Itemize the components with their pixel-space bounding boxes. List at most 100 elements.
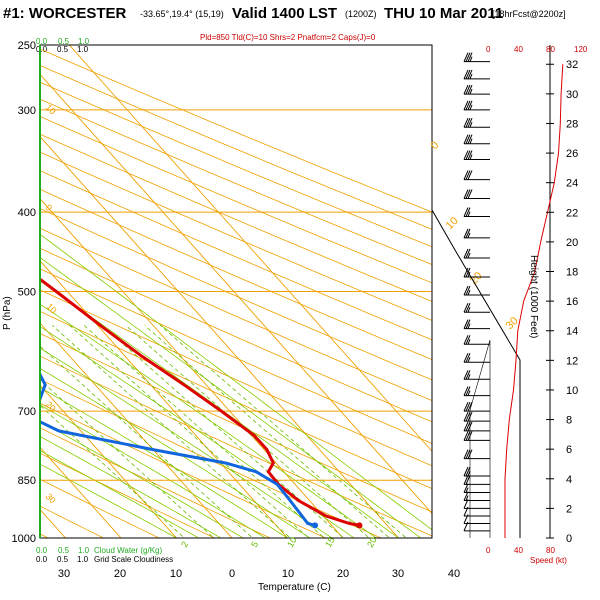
wind-barb-flag <box>463 353 469 363</box>
cloud-legend-top-1: 0.5 <box>58 37 70 46</box>
pressure-tick-label: 250 <box>18 40 36 52</box>
wind-barb-flag <box>465 319 471 329</box>
wind-barb <box>463 449 490 460</box>
wind-barb <box>463 52 490 63</box>
wind-barb-flag <box>467 52 473 62</box>
mixing-ratio-line <box>144 325 391 538</box>
height-tick-label: 6 <box>566 444 572 456</box>
moist-adiabat-line <box>40 347 333 538</box>
moist-adiabat-line <box>40 303 377 538</box>
wind-barb-flag <box>465 52 471 62</box>
wind-barb-flag <box>463 228 469 239</box>
wind-barb <box>463 370 490 380</box>
temperature-tick-label: 0 <box>229 568 235 580</box>
wind-barb <box>463 69 490 80</box>
surface-dewpoint-marker <box>312 522 319 529</box>
temperature-tick-label: 10 <box>170 568 182 580</box>
temperature-tick-label: 20 <box>337 568 349 580</box>
mixing-ratio-label: 2 <box>179 540 190 549</box>
wind-barb <box>463 431 490 441</box>
wind-barb-flag <box>465 84 471 95</box>
wind-barb <box>463 386 490 397</box>
wind-barb-flag <box>463 386 469 396</box>
speed-bot-2: 80 <box>546 546 555 555</box>
mixing-ratio-label: 20 <box>365 535 379 549</box>
moist-adiabat-line <box>40 436 222 538</box>
dry-adiabat-line <box>40 289 432 467</box>
temperature-tick-label: 40 <box>448 568 460 580</box>
wind-barb-flag <box>465 248 471 259</box>
wind-barb-flag <box>467 411 473 422</box>
dry-adiabat-line <box>40 268 432 444</box>
moist-adiabat-line <box>40 368 310 538</box>
wind-barb <box>463 134 490 145</box>
speed-bot-0: 0 <box>486 546 491 555</box>
wind-barb-half <box>467 339 471 345</box>
wind-barb-flag <box>463 52 469 62</box>
temperature-tick-label: 20 <box>114 568 126 580</box>
mixing-ratio-line <box>83 325 326 538</box>
dry-adiabat-line <box>40 247 432 423</box>
wind-barb-half <box>469 56 473 62</box>
dry-adiabat-line <box>40 355 432 537</box>
wind-barb-flag <box>463 207 469 217</box>
wind-barb-half <box>469 104 473 111</box>
adiabat-label: 10 <box>45 301 59 315</box>
wind-barb-flag <box>467 421 473 432</box>
dry-adiabat-line <box>40 48 432 213</box>
wind-barb-flag <box>467 100 473 111</box>
bottom-black-2: 1.0 <box>77 555 89 564</box>
wind-barb-half <box>465 487 469 493</box>
wind-barb-flag <box>465 134 471 144</box>
speed-top-1: 40 <box>514 45 523 54</box>
pressure-tick-label: 1000 <box>12 533 36 545</box>
dry-adiabat-line <box>40 116 432 284</box>
wind-barb <box>463 421 490 432</box>
isotherm-line <box>40 322 233 538</box>
wind-barb <box>463 117 490 128</box>
moist-adiabat-line <box>40 463 177 538</box>
wind-barb <box>463 411 490 422</box>
wind-barb-flag <box>467 189 473 199</box>
thermo-grid <box>0 0 432 555</box>
wind-barb-half <box>465 495 469 501</box>
cloud-legend-top-2: 1.0 <box>78 37 90 46</box>
adiabat-label: 0 <box>44 202 55 213</box>
height-tick-label: 12 <box>566 355 578 367</box>
wind-barb-flag <box>463 483 469 493</box>
wind-barb <box>463 228 490 239</box>
mixing-ratio-line <box>40 379 215 538</box>
wind-barb-flag <box>463 285 469 296</box>
surface-temperature-marker <box>356 522 363 529</box>
height-tick-label: 16 <box>566 296 578 308</box>
wind-barb-flag <box>463 150 469 160</box>
dry-adiabat-line <box>0 0 26 555</box>
adiabat-label: 10 <box>44 102 58 116</box>
station-coords: -33.65°,19.4° (15,19) <box>140 9 224 19</box>
wind-barb-flag <box>463 401 469 412</box>
height-tick-label: 24 <box>566 178 578 190</box>
wind-panel-lines <box>431 209 521 538</box>
dry-adiabat-line <box>40 310 432 490</box>
wind-barb-half <box>467 323 471 329</box>
wind-barb-flag <box>463 319 469 329</box>
isotherm-line <box>40 135 400 538</box>
dry-adiabat-line <box>40 378 382 538</box>
parcel-params: Pld=850 Tld(C)=10 Shrs=2 Pnatfcm=2 Caps(… <box>200 33 376 42</box>
wind-barb-half <box>467 374 471 380</box>
wind-barb-half <box>467 307 471 313</box>
wind-barb-flag <box>465 411 471 422</box>
wind-barb-flag <box>465 421 471 432</box>
forecast-date: THU 10 Mar 2011 <box>384 5 503 22</box>
cloud-legend-sub-1: 0.5 <box>57 45 69 54</box>
wind-barb-flag <box>467 69 473 80</box>
dry-adiabat-line <box>40 427 271 538</box>
dewpoint-profile-line <box>40 371 316 527</box>
forecast-hour: [18hrFcst@2200z] <box>492 9 566 19</box>
wind-barb-flag <box>465 401 471 412</box>
wind-barb <box>463 150 490 161</box>
wind-barb <box>463 335 490 345</box>
wind-barb-flag <box>465 386 471 396</box>
bottom-green-0: 0.0 <box>36 546 48 555</box>
